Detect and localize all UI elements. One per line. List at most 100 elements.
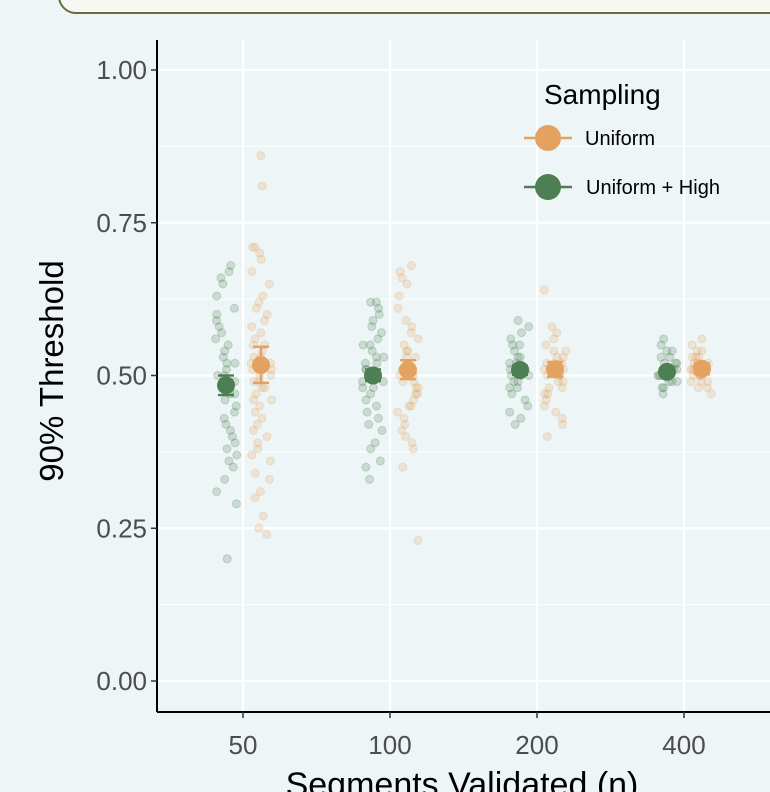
data-point bbox=[224, 456, 234, 466]
data-point bbox=[373, 334, 383, 344]
data-point bbox=[407, 322, 417, 332]
data-point bbox=[212, 291, 222, 301]
data-point bbox=[265, 456, 275, 466]
data-point bbox=[513, 383, 523, 393]
data-point bbox=[262, 432, 272, 442]
data-point bbox=[697, 334, 707, 344]
data-point bbox=[557, 383, 567, 393]
data-point bbox=[665, 352, 675, 362]
data-point bbox=[256, 254, 266, 264]
data-point bbox=[222, 358, 232, 368]
data-point bbox=[656, 340, 666, 350]
data-point bbox=[517, 328, 527, 338]
data-point bbox=[366, 389, 376, 399]
data-point bbox=[703, 377, 713, 387]
data-point bbox=[264, 279, 274, 289]
data-point bbox=[658, 389, 668, 399]
data-point bbox=[411, 389, 421, 399]
data-point bbox=[394, 291, 404, 301]
data-point bbox=[362, 407, 372, 417]
data-point bbox=[361, 395, 371, 405]
data-point bbox=[662, 346, 672, 356]
data-point bbox=[376, 328, 386, 338]
data-point bbox=[220, 346, 230, 356]
data-point bbox=[557, 413, 567, 423]
y-tick-label: 0.00 bbox=[96, 666, 147, 696]
legend-key-dot bbox=[535, 174, 561, 200]
data-point bbox=[221, 419, 231, 429]
data-point bbox=[250, 407, 260, 417]
data-point bbox=[505, 407, 515, 417]
data-point bbox=[254, 297, 264, 307]
data-point bbox=[258, 511, 268, 521]
data-point bbox=[231, 499, 241, 509]
mean-point bbox=[364, 366, 382, 385]
data-point bbox=[257, 413, 267, 423]
data-point bbox=[539, 401, 549, 411]
data-point bbox=[214, 322, 224, 332]
y-tick-label: 1.00 bbox=[96, 55, 147, 85]
mean-point bbox=[658, 362, 676, 381]
data-point bbox=[255, 248, 265, 258]
data-point bbox=[671, 358, 681, 368]
data-point bbox=[253, 444, 263, 454]
x-tick-label: 400 bbox=[662, 730, 705, 760]
data-point bbox=[366, 444, 376, 454]
data-point bbox=[542, 432, 552, 442]
data-point bbox=[659, 383, 669, 393]
data-point bbox=[358, 383, 368, 393]
legend-label: Uniform + High bbox=[586, 177, 720, 199]
data-point bbox=[667, 346, 677, 356]
data-point bbox=[549, 334, 559, 344]
data-point bbox=[400, 419, 410, 429]
data-point bbox=[365, 340, 375, 350]
data-point bbox=[212, 309, 222, 319]
data-point bbox=[687, 340, 697, 350]
legend-label: Uniform bbox=[585, 128, 655, 150]
data-point bbox=[408, 444, 418, 454]
axes: 0.00 0.25 0.50 0.75 1.00 50 100 200 400 bbox=[96, 40, 770, 760]
data-point bbox=[250, 493, 260, 503]
data-point bbox=[549, 346, 559, 356]
data-point bbox=[250, 468, 260, 478]
data-point bbox=[372, 358, 382, 368]
data-point bbox=[228, 462, 238, 472]
mean-point bbox=[511, 361, 529, 380]
data-point bbox=[702, 383, 712, 393]
data-point bbox=[656, 352, 666, 362]
data-point bbox=[255, 487, 265, 497]
data-point bbox=[231, 401, 241, 411]
data-point bbox=[254, 523, 264, 533]
data-point bbox=[393, 407, 403, 417]
data-point bbox=[399, 340, 409, 350]
data-point bbox=[540, 389, 550, 399]
data-point bbox=[248, 242, 258, 252]
data-point bbox=[404, 401, 414, 411]
data-point bbox=[262, 529, 272, 539]
data-point bbox=[539, 285, 549, 295]
data-point bbox=[692, 346, 702, 356]
data-point bbox=[217, 328, 227, 338]
data-point bbox=[212, 316, 222, 326]
data-point bbox=[368, 316, 378, 326]
data-point bbox=[551, 407, 561, 417]
data-point bbox=[216, 273, 226, 283]
data-point bbox=[411, 383, 421, 393]
data-point bbox=[360, 358, 370, 368]
data-point bbox=[516, 413, 526, 423]
data-point bbox=[672, 358, 682, 368]
data-point bbox=[543, 389, 553, 399]
data-point bbox=[397, 425, 407, 435]
data-point bbox=[377, 425, 387, 435]
data-point bbox=[367, 346, 377, 356]
data-point bbox=[413, 334, 423, 344]
data-point bbox=[510, 346, 520, 356]
data-point bbox=[552, 328, 562, 338]
data-point bbox=[373, 413, 383, 423]
data-point bbox=[558, 377, 568, 387]
data-point bbox=[412, 389, 422, 399]
data-point bbox=[264, 474, 274, 484]
data-point bbox=[219, 413, 229, 423]
data-point bbox=[218, 352, 228, 362]
